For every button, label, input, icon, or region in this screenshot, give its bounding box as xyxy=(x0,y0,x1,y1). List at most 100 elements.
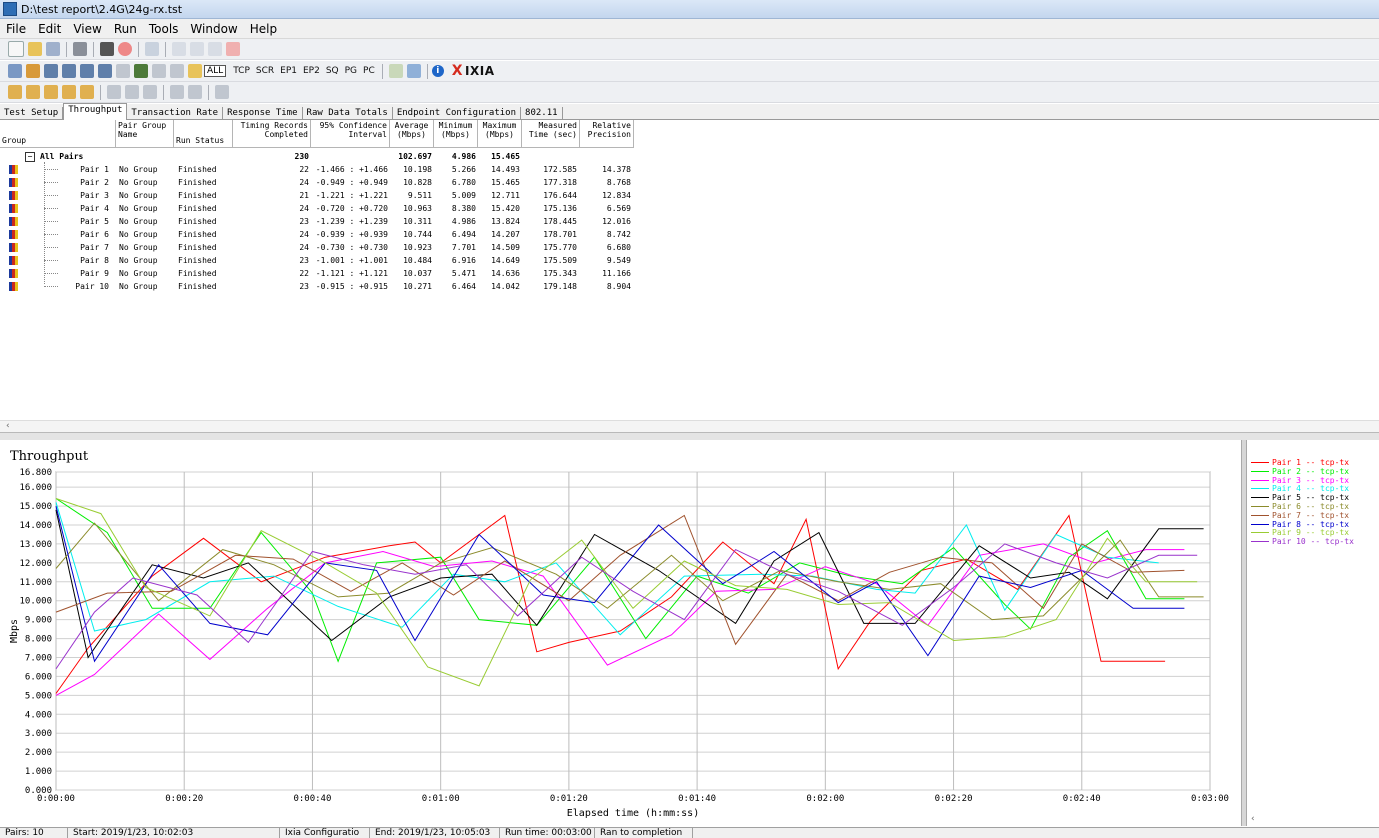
endpoint-icon[interactable] xyxy=(44,64,58,78)
print-icon[interactable] xyxy=(73,42,87,56)
network-icon[interactable] xyxy=(62,64,76,78)
group-icon[interactable] xyxy=(98,64,112,78)
edit-pair-icon[interactable] xyxy=(208,42,222,56)
col-header-minimum[interactable]: Minimum (Mbps) xyxy=(434,120,478,148)
legend-item[interactable]: Pair 2 -- tcp-tx xyxy=(1251,467,1349,476)
table-row[interactable]: Pair 3 No Group Finished 21 -1.221 : +1.221 9… xyxy=(0,189,640,202)
wizard-icon[interactable] xyxy=(8,85,22,99)
script-icon[interactable] xyxy=(116,64,130,78)
legend-item[interactable]: Pair 5 -- tcp-tx xyxy=(1251,493,1349,502)
col-header-timing-records[interactable]: Timing Records Completed xyxy=(233,120,311,148)
legend-item[interactable]: Pair 1 -- tcp-tx xyxy=(1251,458,1349,467)
series-line-pair-10[interactable] xyxy=(55,543,1198,670)
tab-test-setup[interactable]: Test Setup xyxy=(0,107,64,119)
col-header-maximum[interactable]: Maximum (Mbps) xyxy=(478,120,522,148)
hint-icon[interactable] xyxy=(188,64,202,78)
col-header-relative-precision[interactable]: Relative Precision xyxy=(580,120,634,148)
table-row[interactable]: Pair 4 No Group Finished 24 -0.720 : +0.720 1… xyxy=(0,202,640,215)
table-row[interactable]: Pair 7 No Group Finished 24 -0.730 : +0.730 1… xyxy=(0,241,640,254)
options-icon[interactable] xyxy=(170,64,184,78)
filter-ep2-button[interactable]: EP2 xyxy=(302,66,320,76)
menu-file[interactable]: File xyxy=(6,21,27,36)
cascade-icon[interactable] xyxy=(125,85,139,99)
filter-sq-button[interactable]: SQ xyxy=(325,66,339,76)
multicast-icon[interactable] xyxy=(26,64,40,78)
table-row[interactable]: Pair 6 No Group Finished 24 -0.939 : +0.939 1… xyxy=(0,228,640,241)
legend-item[interactable]: Pair 10 -- tcp-tx xyxy=(1251,537,1354,546)
series-line-pair-9[interactable] xyxy=(55,498,1198,687)
filter-all-button[interactable]: ALL xyxy=(204,65,227,77)
menu-tools[interactable]: Tools xyxy=(148,21,179,36)
filter-pg-button[interactable]: PG xyxy=(344,66,358,76)
series-line-pair-8[interactable] xyxy=(55,505,1185,663)
col-header-measured-time[interactable]: Measured Time (sec) xyxy=(522,120,580,148)
stop-icon[interactable] xyxy=(118,42,132,56)
filter-ep1-button[interactable]: EP1 xyxy=(280,66,297,76)
col-header-average[interactable]: Average (Mbps) xyxy=(390,120,434,148)
col-header-run-status[interactable]: Run Status xyxy=(174,120,233,148)
series-line-pair-6[interactable] xyxy=(55,522,1204,621)
legend-item[interactable]: Pair 4 -- tcp-tx xyxy=(1251,484,1349,493)
table-row[interactable]: Pair 2 No Group Finished 24 -0.949 : +0.949 1… xyxy=(0,176,640,189)
tab-response-time[interactable]: Response Time xyxy=(223,107,303,119)
series-line-pair-2[interactable] xyxy=(55,498,1185,663)
link-icon[interactable] xyxy=(80,64,94,78)
results-icon[interactable] xyxy=(145,42,159,56)
tab-raw-data-totals[interactable]: Raw Data Totals xyxy=(302,107,393,119)
monitor-icon[interactable] xyxy=(406,64,421,78)
menu-view[interactable]: View xyxy=(73,21,102,36)
configure-icon[interactable] xyxy=(44,85,58,99)
collapse-toggle[interactable]: − xyxy=(25,152,35,162)
tab-throughput[interactable]: Throughput xyxy=(63,103,128,120)
run-icon[interactable] xyxy=(100,42,114,56)
filter-pc-button[interactable]: PC xyxy=(363,66,375,76)
merge-icon[interactable] xyxy=(188,85,202,99)
sort-icon[interactable] xyxy=(152,64,166,78)
table-row[interactable]: Pair 8 No Group Finished 23 -1.001 : +1.001 1… xyxy=(0,254,640,267)
tab-transaction-rate[interactable]: Transaction Rate xyxy=(127,107,224,119)
tab-endpoint-configuration[interactable]: Endpoint Configuration xyxy=(392,107,522,119)
table-hscrollbar[interactable]: ‹ xyxy=(0,420,1379,432)
menu-window[interactable]: Window xyxy=(190,21,238,36)
series-line-pair-7[interactable] xyxy=(55,514,1185,646)
menu-edit[interactable]: Edit xyxy=(38,21,62,36)
table-row[interactable]: Pair 1 No Group Finished 22 -1.466 : +1.466 1… xyxy=(0,163,640,176)
scroll-left-arrow[interactable]: ‹ xyxy=(6,421,10,431)
tile-icon[interactable] xyxy=(107,85,121,99)
legend-item[interactable]: Pair 3 -- tcp-tx xyxy=(1251,476,1349,485)
filter-icon[interactable] xyxy=(134,64,148,78)
filter-tcp-button[interactable]: TCP xyxy=(233,66,250,76)
info-icon[interactable]: i xyxy=(431,65,444,77)
arrange-icon[interactable] xyxy=(143,85,157,99)
customize-icon[interactable] xyxy=(62,85,76,99)
layout-icon[interactable] xyxy=(215,85,229,99)
series-line-pair-1[interactable] xyxy=(55,514,1166,694)
col-header-confidence[interactable]: 95% Confidence Interval xyxy=(311,120,390,148)
legend-item[interactable]: Pair 8 -- tcp-tx xyxy=(1251,520,1349,529)
filter-scr-button[interactable]: SCR xyxy=(255,66,275,76)
series-line-pair-5[interactable] xyxy=(55,509,1204,659)
settings-icon[interactable] xyxy=(80,85,94,99)
vertical-splitter[interactable] xyxy=(1241,440,1246,826)
save-icon[interactable] xyxy=(46,42,60,56)
pair-view-icon[interactable] xyxy=(8,64,22,78)
add-pair-icon[interactable] xyxy=(172,42,186,56)
legend-scroll-arrow[interactable]: ‹ xyxy=(1251,814,1255,824)
legend-item[interactable]: Pair 9 -- tcp-tx xyxy=(1251,528,1349,537)
col-header-group[interactable]: Group xyxy=(0,120,116,148)
open-folder-icon[interactable] xyxy=(28,42,42,56)
tab-802-11[interactable]: 802.11 xyxy=(521,107,563,119)
tools-icon[interactable] xyxy=(26,85,40,99)
table-row[interactable]: Pair 9 No Group Finished 22 -1.121 : +1.121 1… xyxy=(0,267,640,280)
split-icon[interactable] xyxy=(170,85,184,99)
legend-item[interactable]: Pair 7 -- tcp-tx xyxy=(1251,511,1349,520)
table-row[interactable]: Pair 5 No Group Finished 23 -1.239 : +1.239 1… xyxy=(0,215,640,228)
menu-run[interactable]: Run xyxy=(113,21,137,36)
copy-pair-icon[interactable] xyxy=(190,42,204,56)
legend-item[interactable]: Pair 6 -- tcp-tx xyxy=(1251,502,1349,511)
col-header-pair-group-name[interactable]: Pair Group Name xyxy=(116,120,174,148)
new-file-icon[interactable] xyxy=(8,41,24,57)
delete-pair-icon[interactable] xyxy=(226,42,240,56)
summary-row[interactable]: − All Pairs 230 102.697 4.986 15.465 xyxy=(0,150,640,163)
table-row[interactable]: Pair 10 No Group Finished 23 -0.915 : +0.915… xyxy=(0,280,640,293)
